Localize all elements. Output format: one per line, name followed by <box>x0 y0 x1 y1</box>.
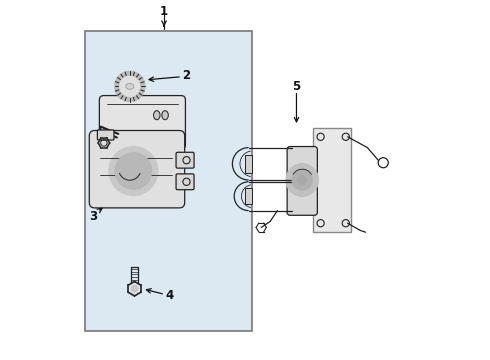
Circle shape <box>120 76 140 96</box>
FancyBboxPatch shape <box>287 147 318 215</box>
Bar <box>245 188 252 204</box>
Text: 3: 3 <box>89 210 97 222</box>
Circle shape <box>131 285 138 292</box>
Ellipse shape <box>162 111 169 120</box>
FancyBboxPatch shape <box>176 174 194 190</box>
Bar <box>314 128 351 232</box>
FancyBboxPatch shape <box>98 130 114 140</box>
Bar <box>245 155 252 173</box>
FancyBboxPatch shape <box>99 96 185 149</box>
Text: 2: 2 <box>183 69 191 82</box>
Text: 4: 4 <box>165 289 173 302</box>
Ellipse shape <box>126 84 134 89</box>
Circle shape <box>115 71 145 102</box>
Circle shape <box>109 147 158 195</box>
Ellipse shape <box>153 111 160 120</box>
Text: 5: 5 <box>293 80 300 93</box>
Circle shape <box>292 170 312 190</box>
FancyBboxPatch shape <box>176 152 194 168</box>
Bar <box>85 31 252 331</box>
Circle shape <box>298 176 307 184</box>
Circle shape <box>115 153 152 189</box>
FancyBboxPatch shape <box>89 131 185 208</box>
Text: 1: 1 <box>160 5 168 18</box>
Circle shape <box>286 164 318 196</box>
